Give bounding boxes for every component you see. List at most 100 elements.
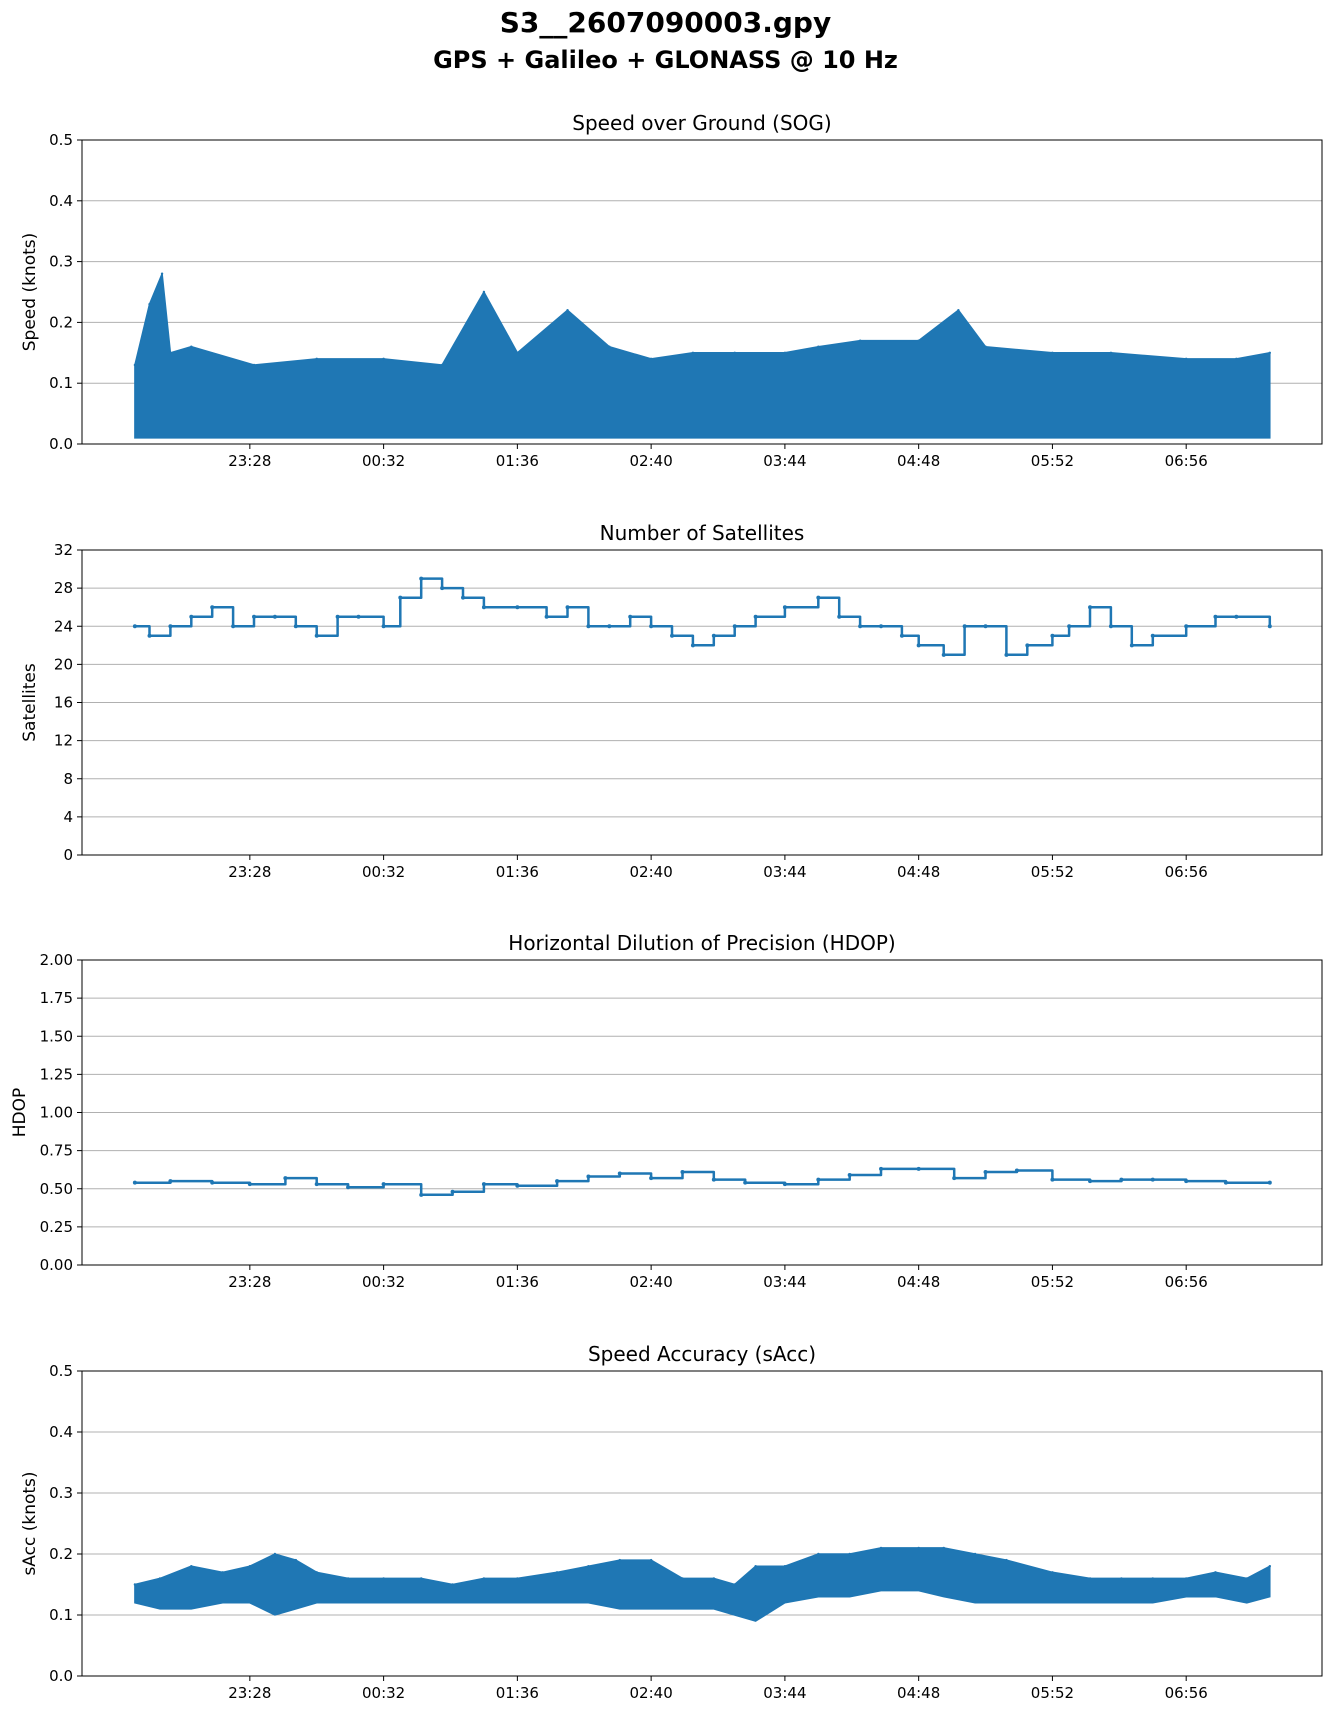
chart-title: Speed over Ground (SOG) bbox=[572, 111, 831, 135]
y-tick-label: 0.2 bbox=[49, 313, 73, 331]
data-point bbox=[690, 643, 695, 648]
data-point bbox=[420, 1577, 423, 1580]
data-point bbox=[544, 614, 549, 619]
x-tick-label: 03:44 bbox=[763, 1684, 806, 1702]
data-point bbox=[917, 1546, 920, 1550]
data-point bbox=[381, 624, 386, 629]
data-point bbox=[587, 1565, 590, 1568]
data-point bbox=[515, 1183, 520, 1188]
data-point bbox=[252, 614, 257, 619]
chart-panel-1: Speed over Ground (SOG) 0.0 0.1 0.2 0.3 0.4 0.… bbox=[20, 111, 1323, 470]
data-point bbox=[1213, 614, 1218, 619]
x-tick-label: 23:28 bbox=[228, 452, 271, 470]
data-point bbox=[817, 345, 820, 348]
x-tick-label: 03:44 bbox=[763, 452, 806, 470]
data-point bbox=[346, 1577, 350, 1580]
data-point bbox=[314, 1182, 319, 1187]
data-point bbox=[210, 605, 215, 610]
x-tick-label: 06:56 bbox=[1165, 1684, 1208, 1702]
y-tick-label: 0.1 bbox=[49, 1606, 73, 1624]
data-point bbox=[190, 345, 193, 348]
data-point bbox=[837, 614, 842, 619]
data-point bbox=[1051, 1571, 1054, 1574]
y-tick-label: 0.5 bbox=[49, 1362, 73, 1380]
data-point bbox=[450, 1189, 455, 1194]
x-tick-label: 05:52 bbox=[1031, 452, 1074, 470]
x-tick-label: 05:52 bbox=[1031, 863, 1074, 881]
chart-panel-4: Speed Accuracy (sAcc) 0.0 0.1 0.2 0.3 0.4 0.5 2… bbox=[20, 1342, 1323, 1702]
data-point bbox=[482, 1577, 486, 1580]
data-point bbox=[481, 605, 486, 610]
y-tick-label: 0.5 bbox=[49, 131, 73, 149]
x-tick-label: 00:32 bbox=[362, 1273, 405, 1291]
y-tick-label: 32 bbox=[54, 541, 73, 559]
chart-title: Horizontal Dilution of Precision (HDOP) bbox=[508, 931, 895, 955]
data-point bbox=[962, 624, 967, 629]
data-point bbox=[973, 1552, 977, 1556]
data-point bbox=[607, 624, 612, 629]
data-point bbox=[743, 1180, 748, 1185]
y-axis-label: HDOP bbox=[10, 1088, 30, 1138]
data-point bbox=[1234, 614, 1239, 619]
y-tick-label: 28 bbox=[54, 579, 73, 597]
data-point bbox=[1109, 351, 1113, 354]
y-axis-label: Satellites bbox=[20, 663, 40, 742]
y-tick-label: 1.50 bbox=[40, 1027, 73, 1045]
x-tick-label: 03:44 bbox=[763, 863, 806, 881]
data-point bbox=[382, 1577, 385, 1580]
x-tick-label: 01:36 bbox=[496, 452, 539, 470]
chart-panel-3: Horizontal Dilution of Precision (HDOP) 0… bbox=[10, 931, 1323, 1291]
figure-subtitle: GPS + Galileo + GLONASS @ 10 Hz bbox=[433, 46, 898, 74]
y-tick-label: 2.00 bbox=[40, 951, 73, 969]
data-point bbox=[346, 1185, 351, 1190]
data-point bbox=[1150, 1177, 1155, 1182]
data-point bbox=[711, 1177, 716, 1182]
x-tick-label: 00:32 bbox=[362, 1684, 405, 1702]
x-tick-label: 02:40 bbox=[630, 452, 673, 470]
data-point bbox=[1223, 1180, 1228, 1185]
y-tick-label: 12 bbox=[54, 732, 73, 750]
data-point bbox=[1025, 643, 1030, 648]
data-point bbox=[1235, 357, 1238, 361]
data-point bbox=[649, 1176, 654, 1181]
data-point bbox=[670, 633, 675, 638]
data-point bbox=[160, 272, 164, 275]
x-tick-label: 06:56 bbox=[1165, 1273, 1208, 1291]
data-point bbox=[294, 1558, 298, 1562]
y-tick-label: 24 bbox=[54, 617, 73, 635]
data-point bbox=[148, 302, 151, 306]
data-point bbox=[782, 1182, 787, 1187]
data-point bbox=[566, 309, 569, 312]
y-tick-label: 0.4 bbox=[49, 192, 73, 210]
data-point bbox=[847, 1173, 852, 1178]
data-point bbox=[555, 1179, 560, 1184]
data-point bbox=[190, 1565, 193, 1568]
data-point bbox=[816, 595, 821, 600]
axes-frame bbox=[81, 1370, 1323, 1677]
data-point bbox=[1245, 1577, 1249, 1580]
y-tick-label: 0.4 bbox=[49, 1423, 73, 1441]
data-point bbox=[782, 605, 787, 610]
data-point bbox=[649, 357, 653, 361]
x-tick-label: 23:28 bbox=[228, 1273, 271, 1291]
series-group bbox=[133, 272, 1271, 439]
y-tick-label: 0.1 bbox=[49, 374, 73, 392]
data-point bbox=[712, 1577, 716, 1580]
data-point bbox=[1088, 1577, 1092, 1580]
series-group bbox=[133, 1546, 1271, 1622]
data-point bbox=[879, 624, 884, 629]
data-point bbox=[608, 345, 611, 348]
data-point bbox=[252, 363, 256, 367]
x-tick-label: 23:28 bbox=[228, 863, 271, 881]
y-tick-label: 8 bbox=[63, 770, 73, 788]
x-tick-label: 02:40 bbox=[630, 1684, 673, 1702]
data-point bbox=[858, 624, 863, 629]
x-tick-label: 04:48 bbox=[897, 452, 940, 470]
y-tick-label: 0.0 bbox=[49, 1667, 73, 1685]
data-point bbox=[461, 595, 466, 600]
x-tick-label: 02:40 bbox=[630, 1273, 673, 1291]
data-point bbox=[817, 1552, 820, 1556]
x-tick-label: 04:48 bbox=[897, 863, 940, 881]
x-tick-label: 01:36 bbox=[496, 1273, 539, 1291]
x-tick-label: 05:52 bbox=[1031, 1684, 1074, 1702]
